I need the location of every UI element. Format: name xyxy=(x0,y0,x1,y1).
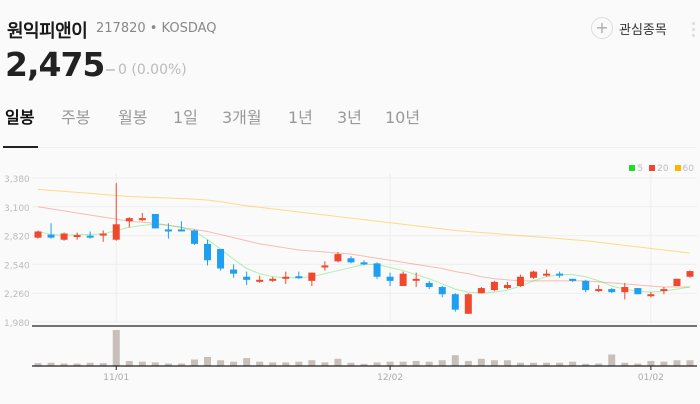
svg-text:2,820: 2,820 xyxy=(4,233,30,243)
active-tab-indicator xyxy=(3,146,38,148)
svg-text:01/02: 01/02 xyxy=(638,373,664,383)
candlestick-plot[interactable]: 3,380 3,100 2,820 2,540 2,260 1,980 11/01 12/02… xyxy=(0,155,700,400)
svg-text:3,100: 3,100 xyxy=(4,204,30,214)
tab-3year[interactable]: 3년 xyxy=(337,108,362,127)
stock-chart[interactable]: 5 20 60 3,380 3,100 2,820 2,540 2,260 1,980 11… xyxy=(0,155,700,400)
tabs-divider xyxy=(38,147,696,148)
stock-code-market: 217820 • KOSDAQ xyxy=(96,21,217,36)
svg-text:2,260: 2,260 xyxy=(4,290,30,300)
legend-ma60: 60 xyxy=(674,164,694,174)
watchlist-label: 관심종목 xyxy=(619,22,667,38)
legend-ma20: 20 xyxy=(649,164,669,174)
chart-legend: 5 20 60 xyxy=(629,164,694,174)
tab-3month[interactable]: 3개월 xyxy=(222,108,262,127)
stock-name: 원익피앤이 xyxy=(7,21,88,42)
stock-header: 원익피앤이 217820 • KOSDAQ 2,475 0 (0.00%) + … xyxy=(0,0,700,100)
current-price: 2,475 xyxy=(5,45,105,84)
svg-text:1,980: 1,980 xyxy=(4,319,30,329)
plus-icon: + xyxy=(591,17,613,39)
more-vertical-icon[interactable] xyxy=(692,22,696,40)
svg-text:11/01: 11/01 xyxy=(103,373,129,383)
svg-text:3,380: 3,380 xyxy=(4,175,30,185)
tab-1year[interactable]: 1년 xyxy=(288,108,313,127)
price-change: 0 (0.00%) xyxy=(106,62,187,78)
svg-text:2,540: 2,540 xyxy=(4,261,30,271)
add-watchlist-button[interactable]: + 관심종목 xyxy=(591,17,667,39)
tab-1day[interactable]: 1일 xyxy=(173,108,198,127)
tab-daily[interactable]: 일봉 xyxy=(5,108,35,127)
price-change-value: 0 (0.00%) xyxy=(118,62,187,78)
tab-monthly[interactable]: 월봉 xyxy=(118,108,148,127)
tab-10year[interactable]: 10년 xyxy=(385,108,421,127)
flat-change-icon xyxy=(106,69,115,71)
svg-text:12/02: 12/02 xyxy=(377,373,403,383)
period-tabs: 일봉 주봉 월봉 1일 3개월 1년 3년 10년 xyxy=(0,104,700,146)
legend-ma5: 5 xyxy=(629,164,643,174)
tab-weekly[interactable]: 주봉 xyxy=(61,108,91,127)
